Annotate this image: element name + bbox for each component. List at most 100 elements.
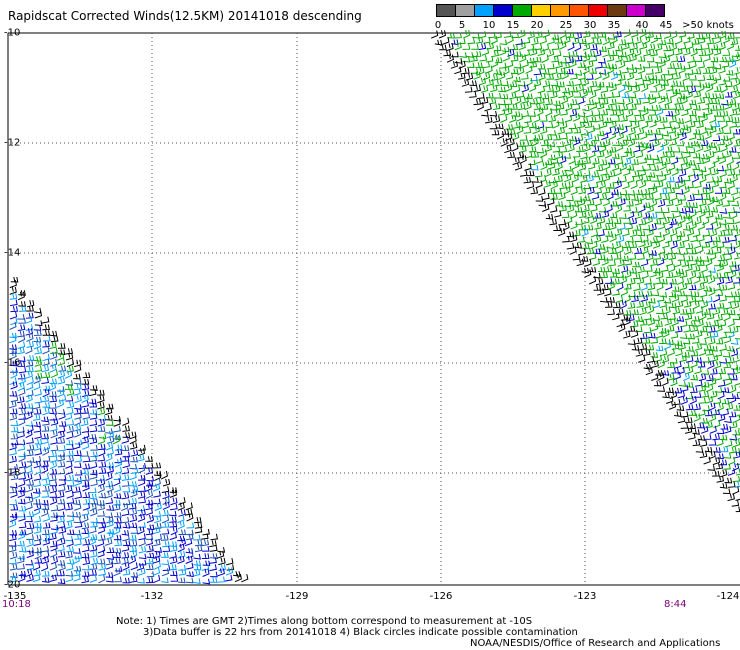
wind-barb-icon xyxy=(618,223,626,231)
wind-barb-icon xyxy=(523,127,532,134)
wind-barb-icon xyxy=(647,305,655,314)
wind-barb-icon xyxy=(138,486,146,492)
wind-barb-icon xyxy=(18,514,26,522)
wind-barb-icon xyxy=(49,460,58,470)
wind-barb-icon xyxy=(554,73,562,81)
wind-barb-icon xyxy=(42,443,51,451)
wind-barb-icon xyxy=(201,539,210,547)
wind-barb-icon xyxy=(533,114,541,123)
wind-barb-icon xyxy=(711,32,720,40)
wind-barb-icon xyxy=(544,134,553,141)
x-tick-label: -126 xyxy=(429,591,453,602)
wind-barb-icon xyxy=(466,62,475,69)
wind-barb-icon xyxy=(719,434,728,441)
wind-barb-icon xyxy=(700,153,709,160)
wind-barb-icon xyxy=(80,450,89,457)
wind-barb-icon xyxy=(703,434,712,440)
wind-barb-icon xyxy=(146,514,155,524)
wind-barb-icon xyxy=(591,32,600,39)
wind-barb-icon xyxy=(553,134,561,141)
wind-barb-icon xyxy=(9,344,18,351)
wind-barb-icon xyxy=(542,69,550,75)
wind-barb-icon xyxy=(558,219,566,226)
wind-barb-icon xyxy=(578,224,587,231)
wind-barb-icon xyxy=(32,402,41,410)
wind-barb-icon xyxy=(72,486,81,493)
wind-barb-icon xyxy=(9,448,17,456)
wind-barb-icon xyxy=(587,162,596,170)
wind-barb-icon xyxy=(552,120,560,129)
wind-barb-icon xyxy=(608,259,616,267)
wind-barb-icon xyxy=(572,160,580,170)
wind-barb-icon xyxy=(553,50,562,58)
wind-barb-icon xyxy=(702,230,711,237)
wind-barb-icon xyxy=(699,439,708,447)
wind-barb-icon xyxy=(669,68,677,76)
wind-barb-icon xyxy=(177,502,185,511)
wind-barb-icon xyxy=(663,45,672,52)
wind-barb-icon xyxy=(558,68,566,75)
wind-barb-icon xyxy=(707,360,715,370)
wind-barb-icon xyxy=(129,442,138,450)
wind-barb-icon xyxy=(26,355,35,361)
wind-barb-icon xyxy=(658,52,667,59)
wind-barb-icon xyxy=(719,332,728,339)
wind-barb-icon xyxy=(585,224,594,231)
y-tick-label: -10 xyxy=(4,27,21,39)
wind-barb-icon xyxy=(659,174,667,182)
wind-barb-icon xyxy=(481,110,489,117)
wind-barb-icon xyxy=(727,357,735,363)
wind-barb-icon xyxy=(25,345,33,355)
wind-barb-icon xyxy=(639,307,647,316)
wind-barb-icon xyxy=(710,44,719,51)
wind-barb-icon xyxy=(550,157,559,165)
wind-barb-icon xyxy=(161,568,170,577)
wind-barb-icon xyxy=(57,484,66,492)
wind-barb-icon xyxy=(729,434,738,441)
wind-barb-icon xyxy=(154,502,162,511)
wind-barb-icon xyxy=(674,98,682,105)
wind-barb-icon xyxy=(643,349,651,356)
wind-barb-icon xyxy=(443,50,452,57)
wind-barb-icon xyxy=(17,330,25,338)
legend-labels: 0 5 10 15 20 25 30 35 40 45 >50 knots xyxy=(435,20,736,34)
wind-barb-icon xyxy=(669,116,677,123)
wind-barb-icon xyxy=(614,78,622,87)
wind-barb-icon xyxy=(10,504,19,511)
wind-barb-icon xyxy=(655,58,663,64)
wind-barb-icon xyxy=(58,445,66,452)
wind-barb-icon xyxy=(89,569,97,576)
x-tick-label: -132 xyxy=(140,591,164,602)
wind-barb-icon xyxy=(34,550,42,560)
wind-barb-icon xyxy=(488,31,496,39)
wind-barb-icon xyxy=(542,80,551,88)
wind-barb-icon xyxy=(677,241,685,249)
wind-barb-icon xyxy=(574,242,583,249)
wind-barb-icon xyxy=(138,478,146,487)
wind-barb-icon xyxy=(712,121,720,128)
wind-barb-icon xyxy=(25,403,34,409)
time-right: 8:44 xyxy=(664,599,687,610)
wind-barb-icon xyxy=(74,455,82,463)
wind-barb-icon xyxy=(26,547,35,553)
wind-barb-icon xyxy=(685,90,693,99)
wind-barb-icon xyxy=(577,62,586,68)
wind-barb-icon xyxy=(586,99,595,106)
wind-barb-icon xyxy=(712,146,721,154)
wind-barb-icon xyxy=(729,384,737,394)
wind-barb-icon xyxy=(609,271,618,278)
wind-barb-icon xyxy=(735,347,740,350)
wind-barb-icon xyxy=(679,270,688,278)
wind-barb-icon xyxy=(620,314,629,321)
wind-barb-icon xyxy=(224,574,233,582)
wind-barb-icon xyxy=(735,45,740,51)
wind-barb-icon xyxy=(145,538,153,546)
wind-barb-icon xyxy=(712,98,721,105)
wind-barb-icon xyxy=(657,222,666,230)
wind-barb-icon xyxy=(576,258,585,267)
wind-barb-icon xyxy=(26,437,34,444)
wind-barb-icon xyxy=(96,538,105,547)
wind-barb-icon xyxy=(615,204,623,214)
wind-barb-icon xyxy=(50,430,58,439)
wind-barb-icon xyxy=(665,235,673,244)
